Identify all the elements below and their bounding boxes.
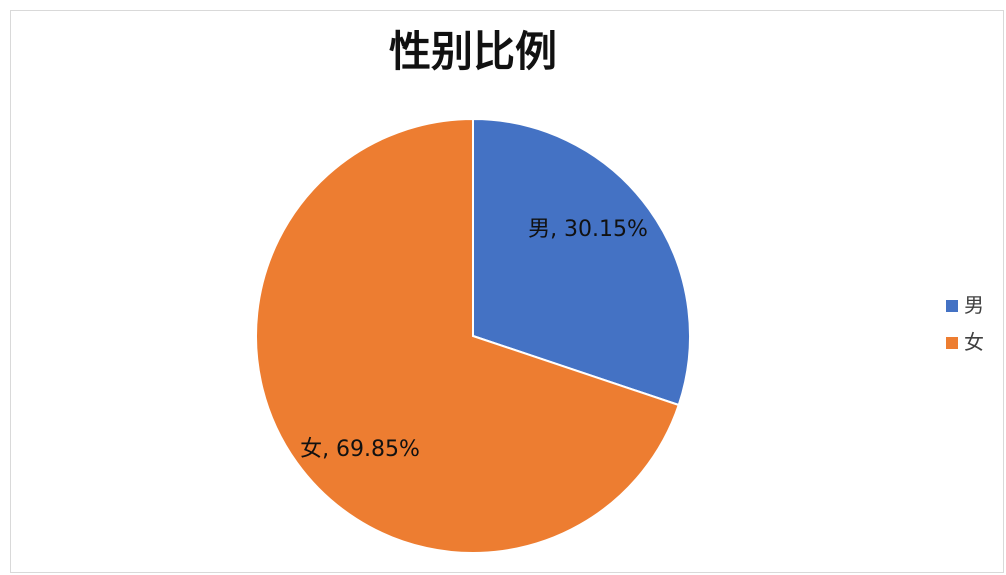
pie-slice-female <box>255 117 681 554</box>
data-label-male: 男, 30.15% <box>528 217 648 242</box>
chart-title: 性别比例 <box>389 27 557 76</box>
pie-slice-male <box>472 117 691 407</box>
pie-slices <box>255 117 691 554</box>
legend-label-female: 女 <box>964 330 984 354</box>
data-label-female: 女, 69.85% <box>300 437 420 462</box>
legend-swatch-male <box>946 300 958 312</box>
pie-data-labels: 男, 30.15% 女, 69.85% <box>300 217 648 462</box>
chart-legend: 男女 <box>946 293 984 354</box>
legend-swatch-female <box>946 337 958 349</box>
legend-label-male: 男 <box>964 293 984 317</box>
